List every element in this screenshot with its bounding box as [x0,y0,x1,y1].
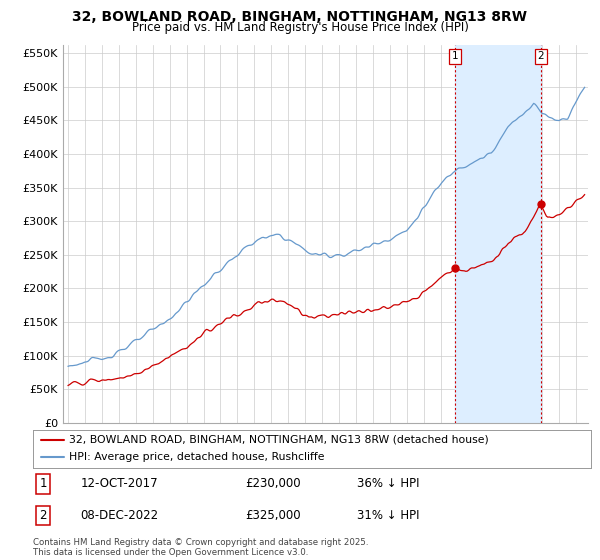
Text: Contains HM Land Registry data © Crown copyright and database right 2025.
This d: Contains HM Land Registry data © Crown c… [33,538,368,557]
Text: 08-DEC-2022: 08-DEC-2022 [80,509,158,522]
Text: Price paid vs. HM Land Registry's House Price Index (HPI): Price paid vs. HM Land Registry's House … [131,21,469,34]
Text: 31% ↓ HPI: 31% ↓ HPI [356,509,419,522]
Text: 36% ↓ HPI: 36% ↓ HPI [356,478,419,491]
Text: 12-OCT-2017: 12-OCT-2017 [80,478,158,491]
Text: £325,000: £325,000 [245,509,301,522]
Text: 2: 2 [538,51,544,61]
Text: 2: 2 [39,509,47,522]
Text: 32, BOWLAND ROAD, BINGHAM, NOTTINGHAM, NG13 8RW (detached house): 32, BOWLAND ROAD, BINGHAM, NOTTINGHAM, N… [69,435,489,445]
Text: HPI: Average price, detached house, Rushcliffe: HPI: Average price, detached house, Rush… [69,452,325,463]
Text: 1: 1 [39,478,47,491]
Text: £230,000: £230,000 [245,478,301,491]
Text: 1: 1 [451,51,458,61]
Text: 32, BOWLAND ROAD, BINGHAM, NOTTINGHAM, NG13 8RW: 32, BOWLAND ROAD, BINGHAM, NOTTINGHAM, N… [73,10,527,24]
Bar [455,45,541,423]
